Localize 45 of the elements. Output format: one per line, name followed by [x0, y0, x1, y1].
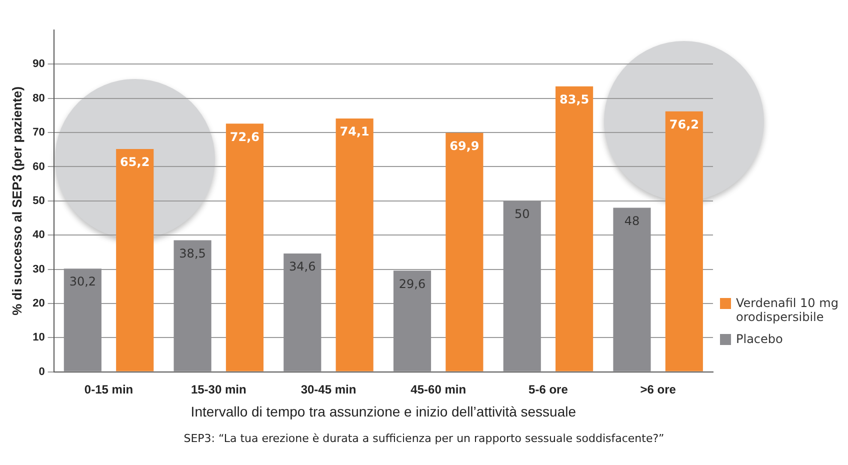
legend-label: Verdenafil 10 mg orodispersibile — [736, 296, 840, 324]
data-label: 48 — [624, 214, 640, 228]
bar — [613, 208, 651, 372]
y-tick-label: 60 — [32, 160, 45, 173]
text: SEP3: “La tua erezione è durata a sufficienza per un rapporto sessuale soddisfacente?” — [182, 432, 666, 445]
x-tick-label: 15-30 min — [190, 382, 246, 396]
bar — [556, 86, 594, 372]
data-label: 83,5 — [559, 92, 590, 107]
y-tick-label: 50 — [32, 194, 45, 207]
bar — [174, 240, 212, 372]
y-axis-title: % di successo al SEP3 (per paziente) — [9, 86, 24, 316]
data-label: 30,2 — [69, 274, 96, 289]
data-label: 72,6 — [230, 130, 260, 144]
y-tick-label: 30 — [32, 263, 45, 276]
y-tick-label: 80 — [32, 92, 45, 104]
x-tick-label: >6 ore — [640, 382, 676, 396]
data-label: 29,6 — [398, 276, 426, 291]
y-tick-label: 20 — [32, 297, 45, 310]
data-label: 69,9 — [450, 139, 480, 154]
y-tick-label: 10 — [32, 332, 45, 344]
data-label: 34,6 — [289, 260, 316, 274]
y-tick-label: 0 — [38, 366, 45, 378]
data-label: 38,5 — [179, 246, 206, 260]
data-label: 74,1 — [340, 124, 370, 139]
x-tick-label: 30-45 min — [300, 382, 356, 396]
x-tick-label: 5-6 ore — [528, 382, 568, 396]
y-tick-label: 40 — [32, 229, 45, 242]
bar — [336, 118, 374, 372]
legend-label: Placebo — [736, 332, 784, 346]
data-label: 50 — [514, 207, 530, 222]
y-tick-label: 70 — [32, 126, 45, 139]
bar — [665, 111, 703, 372]
bar — [503, 200, 541, 372]
x-tick-label: 45-60 min — [410, 382, 466, 396]
y-tick-label: 90 — [32, 58, 45, 70]
bar — [446, 132, 484, 372]
data-label: 76,2 — [669, 117, 699, 132]
bar — [284, 254, 322, 372]
x-axis-title: Intervallo di tempo tra assunzione e inizio dell’attività sessuale — [190, 403, 576, 420]
bar — [393, 270, 432, 372]
bar — [64, 268, 102, 372]
bar — [116, 148, 154, 372]
data-label: 65,2 — [120, 155, 150, 170]
bar — [226, 124, 264, 372]
x-tick-label: 0-15 min — [84, 382, 134, 396]
